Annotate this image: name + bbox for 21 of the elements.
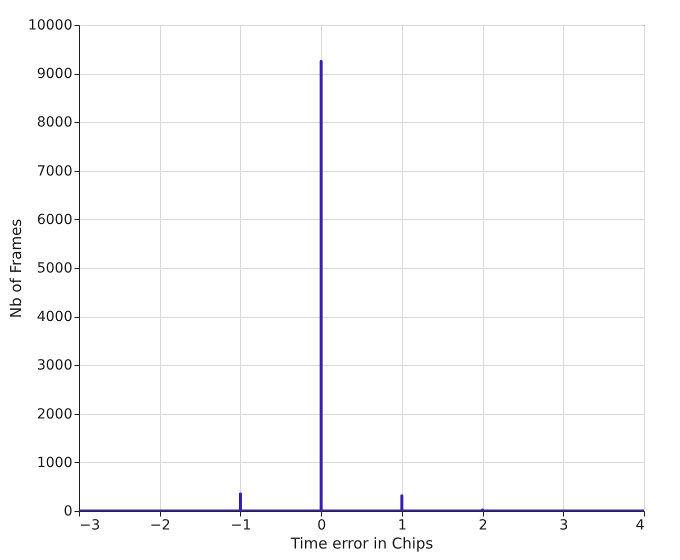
y-tick-label: 1000 <box>36 454 72 471</box>
y-tick-label: 9000 <box>36 66 72 82</box>
x-tick-label: 2 <box>478 518 488 534</box>
y-tick-label: 8000 <box>36 114 72 131</box>
x-tick-label: −1 <box>230 518 252 534</box>
y-tick-label: 4000 <box>36 309 72 326</box>
y-tick-label: 5000 <box>36 260 72 276</box>
x-tick-label: 1 <box>398 518 407 534</box>
x-tick-label: 4 <box>636 518 645 534</box>
y-axis-title: Nb of Frames <box>6 218 25 318</box>
x-axis-title: Time error in Chips <box>290 534 434 552</box>
x-tick-label: −2 <box>150 518 171 534</box>
y-tick-label: 10000 <box>28 18 72 34</box>
y-tick-label: 2000 <box>36 406 72 422</box>
x-tick-label: 0 <box>317 518 326 534</box>
y-tick-label: 7000 <box>36 163 72 180</box>
x-tick-label: 3 <box>559 518 568 534</box>
y-tick-label: 6000 <box>36 212 72 228</box>
y-tick-label: 0 <box>64 504 72 520</box>
y-tick-label: 3000 <box>36 358 72 374</box>
x-tick-label: −3 <box>80 518 100 534</box>
